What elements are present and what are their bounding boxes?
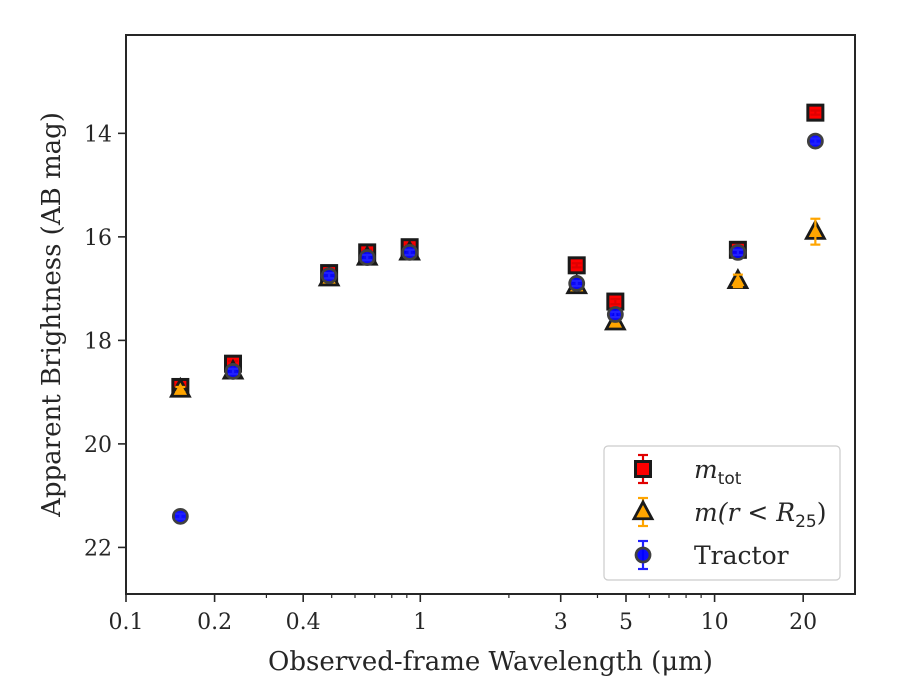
x-axis-ticks: 0.1 0.2 0.4 1 3 5 10 20	[109, 594, 817, 635]
legend-label-m-r25: m(r < R25)	[694, 498, 826, 532]
x-tick-label: 0.4	[286, 610, 321, 635]
legend-box	[603, 445, 841, 581]
x-tick-label: 3	[554, 610, 568, 635]
legend-label-main: m(r < R	[694, 498, 795, 527]
data-markers	[169, 103, 827, 525]
legend-label-tractor: Tractor	[694, 541, 789, 570]
plot-frame	[125, 34, 856, 595]
x-tick-label: 0.2	[197, 610, 232, 635]
y-axis-ticks: 14 16 18 20 22	[84, 122, 126, 561]
x-tick-label: 10	[701, 610, 729, 635]
y-tick-label: 18	[84, 329, 112, 354]
y-tick-label: 20	[84, 433, 112, 458]
legend-marker-tractor	[634, 546, 652, 564]
y-tick-label: 22	[84, 536, 112, 561]
x-tick-label: 20	[789, 610, 817, 635]
series-m-tot	[171, 103, 825, 396]
x-axis-title: Observed-frame Wavelength (μm)	[268, 647, 713, 677]
x-tick-label: 5	[619, 610, 633, 635]
legend: mtot m(r < R25) Tractor	[603, 445, 841, 581]
y-tick-label: 16	[84, 226, 112, 251]
legend-label-main: Tractor	[694, 541, 789, 570]
legend-label-subscript: 25	[795, 512, 817, 532]
y-tick-label: 14	[84, 122, 112, 147]
x-tick-label: 0.1	[109, 610, 144, 635]
series-tractor	[171, 132, 824, 525]
x-tick-label: 1	[413, 610, 427, 635]
y-axis-title: Apparent Brightness (AB mag)	[37, 112, 67, 518]
legend-label-close: )	[817, 498, 827, 527]
series-m-r25	[169, 217, 827, 398]
legend-label-main: m	[694, 455, 718, 484]
legend-label-m-tot: mtot	[694, 455, 742, 489]
legend-marker-m-tot	[634, 460, 652, 478]
legend-label-subscript: tot	[718, 469, 742, 489]
legend-marker-m-r25	[631, 499, 655, 521]
